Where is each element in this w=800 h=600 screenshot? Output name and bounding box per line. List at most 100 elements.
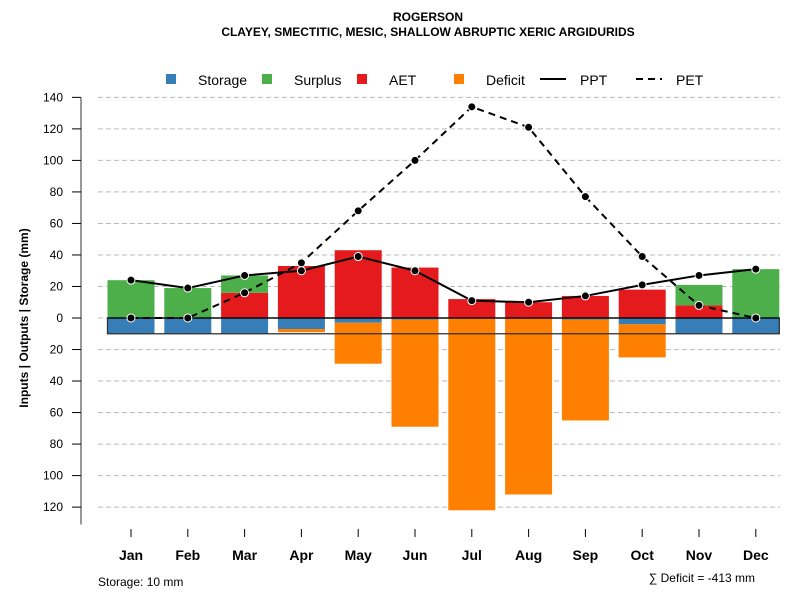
bar-storage-mar bbox=[221, 318, 269, 334]
point-ppt-feb bbox=[183, 283, 193, 293]
point-ppt-apr bbox=[296, 266, 306, 276]
y-tick-label: 100 bbox=[43, 469, 63, 483]
x-tick-label-nov: Nov bbox=[686, 547, 713, 563]
line-pet bbox=[131, 105, 757, 319]
bar-storage-dec bbox=[732, 318, 780, 334]
legend-swatch-storage bbox=[166, 74, 176, 84]
legend-label-pet: PET bbox=[676, 72, 704, 88]
legend-swatch-deficit bbox=[454, 74, 464, 84]
x-tick-label-may: May bbox=[345, 547, 372, 563]
bar-deficit-apr bbox=[277, 329, 325, 333]
bar-storage-feb bbox=[164, 318, 212, 334]
point-ppt-may bbox=[353, 252, 363, 262]
point-ppt-oct bbox=[637, 280, 647, 290]
bar-aet-jul bbox=[448, 299, 496, 318]
y-tick-label: 80 bbox=[50, 437, 64, 451]
x-tick-label-jul: Jul bbox=[462, 547, 482, 563]
point-pet-oct bbox=[637, 252, 647, 262]
y-tick-label: 40 bbox=[50, 248, 64, 262]
legend-label-surplus: Surplus bbox=[294, 72, 341, 88]
bar-storage-apr bbox=[277, 318, 325, 330]
bar-aet-aug bbox=[505, 302, 553, 318]
y-tick-label: 120 bbox=[43, 500, 63, 514]
legend-label-aet: AET bbox=[389, 72, 417, 88]
bar-storage-jan bbox=[107, 318, 155, 334]
bar-surplus-dec bbox=[732, 269, 780, 318]
point-ppt-sep bbox=[580, 291, 590, 301]
point-ppt-nov bbox=[694, 270, 704, 280]
y-tick-label: 20 bbox=[50, 343, 64, 357]
deficit-sum-annotation: ∑ Deficit = -413 mm bbox=[649, 571, 755, 585]
point-ppt-aug bbox=[524, 297, 534, 307]
bar-aet-jun bbox=[391, 267, 439, 318]
bar-deficit-aug bbox=[505, 318, 553, 495]
point-ppt-jun bbox=[410, 266, 420, 276]
storage-annotation: Storage: 10 mm bbox=[98, 575, 183, 589]
bar-storage-oct bbox=[618, 318, 666, 325]
x-tick-label-feb: Feb bbox=[175, 547, 200, 563]
bar-deficit-jun bbox=[391, 319, 439, 427]
y-tick-label: 20 bbox=[50, 279, 64, 293]
point-pet-dec bbox=[751, 313, 761, 323]
point-pet-may bbox=[353, 206, 363, 216]
legend-label-ppt: PPT bbox=[580, 72, 608, 88]
x-tick-label-jun: Jun bbox=[403, 547, 428, 563]
bars bbox=[107, 250, 780, 511]
bar-surplus-feb bbox=[164, 288, 212, 318]
legend: Storage Surplus AET Deficit PPT PET bbox=[166, 72, 704, 88]
y-tick-label: 140 bbox=[43, 90, 63, 104]
bar-deficit-sep bbox=[561, 319, 609, 421]
x-tick-label-jan: Jan bbox=[119, 547, 143, 563]
y-tick-label: 100 bbox=[43, 153, 63, 167]
y-tick-label: 120 bbox=[43, 122, 63, 136]
point-pet-nov bbox=[694, 300, 704, 310]
legend-label-deficit: Deficit bbox=[486, 72, 525, 88]
bar-storage-sep bbox=[561, 318, 609, 320]
bar-surplus-mar bbox=[221, 275, 269, 293]
bar-aet-may bbox=[334, 250, 382, 318]
x-tick-label-apr: Apr bbox=[289, 547, 314, 563]
line-ppt bbox=[130, 255, 756, 304]
chart-subtitle: CLAYEY, SMECTITIC, MESIC, SHALLOW ABRUPT… bbox=[221, 25, 634, 39]
y-tick-label: 40 bbox=[50, 374, 64, 388]
x-tick-label-sep: Sep bbox=[573, 547, 599, 563]
y-tick-label: 0 bbox=[56, 311, 63, 325]
bar-surplus-jan bbox=[107, 280, 155, 318]
point-pet-jan bbox=[126, 313, 136, 323]
bar-storage-jun bbox=[391, 318, 439, 320]
bar-deficit-oct bbox=[618, 324, 666, 358]
point-ppt-jan bbox=[126, 275, 136, 285]
point-pet-sep bbox=[580, 192, 590, 202]
bar-deficit-may bbox=[334, 322, 382, 364]
y-tick-label: 60 bbox=[50, 216, 64, 230]
legend-swatch-aet bbox=[357, 74, 367, 84]
bar-aet-sep bbox=[561, 295, 609, 318]
storage-box bbox=[106, 317, 780, 335]
gridlines bbox=[98, 96, 780, 508]
y-axis-label: Inputs | Outputs | Storage (mm) bbox=[17, 228, 31, 407]
bar-aet-oct bbox=[618, 289, 666, 318]
point-ppt-jul bbox=[467, 296, 477, 306]
point-pet-jul bbox=[467, 102, 477, 112]
x-tick-label-oct: Oct bbox=[631, 547, 655, 563]
point-pet-feb bbox=[183, 313, 193, 323]
bar-storage-may bbox=[334, 318, 382, 323]
bar-storage-nov bbox=[675, 318, 723, 334]
legend-swatch-surplus bbox=[262, 74, 272, 84]
x-tick-label-aug: Aug bbox=[515, 547, 542, 563]
lines bbox=[126, 102, 761, 323]
point-ppt-dec bbox=[751, 264, 761, 274]
bar-surplus-nov bbox=[675, 284, 723, 306]
point-ppt-mar bbox=[240, 270, 250, 280]
x-tick-label-mar: Mar bbox=[232, 547, 257, 563]
legend-label-storage: Storage bbox=[198, 72, 247, 88]
bar-deficit-jul bbox=[448, 318, 496, 511]
x-axis: Jan Feb Mar Apr May Jun Jul Aug Sep Oct Nov Dec bbox=[119, 529, 769, 563]
chart-title: ROGERSON bbox=[393, 10, 463, 24]
point-pet-apr bbox=[296, 258, 306, 268]
y-tick-label: 60 bbox=[50, 406, 64, 420]
point-pet-mar bbox=[240, 288, 250, 298]
y-axis: 140 120 100 80 60 40 20 0 20 40 60 80 100 120 bbox=[43, 90, 82, 525]
point-pet-aug bbox=[524, 122, 534, 132]
